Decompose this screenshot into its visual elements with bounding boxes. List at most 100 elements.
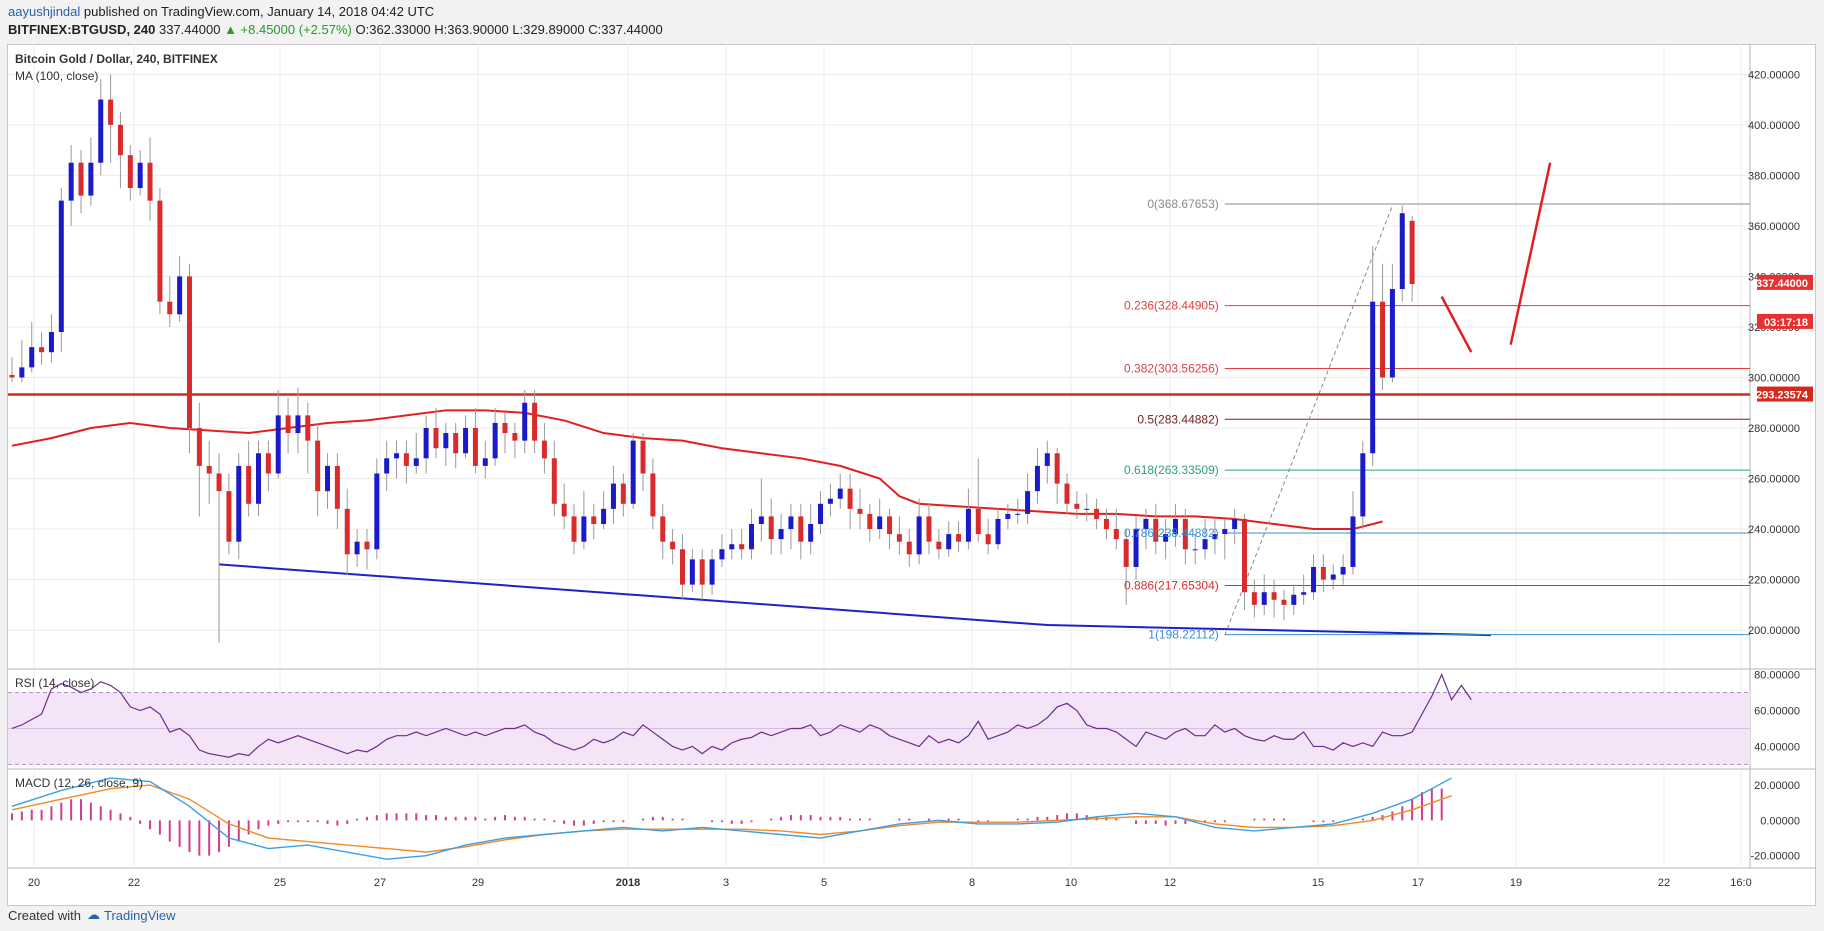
candle-body [216,473,222,492]
price-tick-label: 200.00000 [1748,625,1800,637]
candle-body [729,544,735,550]
countdown-badge-bg [1757,313,1813,329]
candle-body [108,99,114,125]
price-tick-label: 240.00000 [1748,524,1800,536]
price-tick-label: 400.00000 [1748,120,1800,132]
ma-indicator-label: MA (100, close) [15,69,98,83]
candle-body [640,440,646,474]
candle-body [1034,465,1040,492]
candle-body [541,440,547,459]
candle-body [1350,516,1356,567]
candle-body [127,155,133,188]
publish-line: aayushjindal published on TradingView.co… [8,3,663,21]
candle-body [167,301,173,315]
candle-body [1202,539,1208,550]
rsi-pane [8,673,1750,765]
candle-body [295,415,301,434]
candle-body [1399,213,1405,290]
price-tick-label: 280.00000 [1748,423,1800,435]
candle-body [847,488,853,509]
macd-tick-label: 20.00000 [1754,780,1800,792]
candle-body [1370,301,1376,454]
candle-body [877,516,883,530]
symbol-label: BITFINEX:BTGUSD, 240 [8,22,156,37]
candle-body [246,465,252,504]
x-tick-label: 29 [472,877,484,889]
fib-level-label: 0.886(217.65304) [1124,579,1219,593]
x-tick-label: 22 [1658,877,1670,889]
support-trendline [218,563,1492,637]
candle-body [709,559,715,585]
price-tick-label: 420.00000 [1748,69,1800,81]
candle-body [68,162,74,201]
candle-body [837,488,843,499]
macd-tick-label: 0.00000 [1760,815,1800,827]
candle-body [285,415,291,434]
candle-body [887,516,893,535]
x-tick-label: 19 [1510,877,1522,889]
symbol-line: BITFINEX:BTGUSD, 240 337.44000 ▲ +8.4500… [8,21,663,39]
candle-body [315,440,321,492]
candle-body [364,541,370,550]
candle-body [827,498,833,504]
candle-body [384,458,390,474]
candle-body [906,541,912,555]
candle-body [1222,529,1228,535]
candle-body [1271,592,1277,600]
candle-body [1330,574,1336,580]
x-tick-label: 12 [1164,877,1176,889]
candle-body [551,458,557,504]
macd-line [11,777,1452,860]
candle-body [453,433,459,454]
candle-body [492,422,498,459]
candle-body [956,534,962,542]
candle-body [601,508,607,524]
candle-body [1172,518,1178,535]
candle-body [354,541,360,555]
candle-body [1301,592,1307,595]
candle-body [1251,592,1257,605]
x-tick-label: 5 [821,877,827,889]
candle-body [1320,566,1326,580]
candle-body [206,465,212,474]
candle-body [1113,529,1119,540]
author-link[interactable]: aayushjindal [8,4,81,19]
candle-body [1103,518,1109,530]
candle-body [630,440,636,504]
candle-body [9,374,15,378]
created-with-text: Created with [8,907,81,923]
candle-body [265,453,271,474]
candle-body [1389,289,1395,378]
candle-body [186,276,192,428]
candle-body [1192,549,1198,551]
candle-body [985,534,991,545]
x-tick-label: 25 [274,877,286,889]
macd-title: MACD (12, 26, close, 9) [15,776,143,790]
tradingview-brand[interactable]: ☁ TradingView [87,907,176,923]
candle-body [1074,503,1080,509]
candle-body [1232,518,1238,530]
candle-body [1163,534,1169,542]
publish-header: aayushjindal published on TradingView.co… [8,3,663,39]
candle-body [610,483,616,509]
rsi-title: RSI (14, close) [15,676,94,690]
macd-pane [11,777,1452,860]
candle-body [1380,301,1386,378]
candle-body [788,516,794,530]
candle-body [137,162,143,188]
macd-tick-label: -20.00000 [1750,851,1800,863]
candle-body [591,516,597,524]
price-tick-label: 220.00000 [1748,575,1800,587]
candle-body [325,465,331,492]
candle-body [1123,539,1129,567]
candle-body [334,465,340,509]
x-tick-label: 16:0 [1730,877,1751,889]
candle-body [1084,508,1090,510]
candle-body [768,516,774,540]
projection-up-stroke [1509,162,1552,345]
price-tick-label: 260.00000 [1748,474,1800,486]
candle-body [650,473,656,517]
candle-body [423,428,429,459]
candle-body [670,541,676,550]
